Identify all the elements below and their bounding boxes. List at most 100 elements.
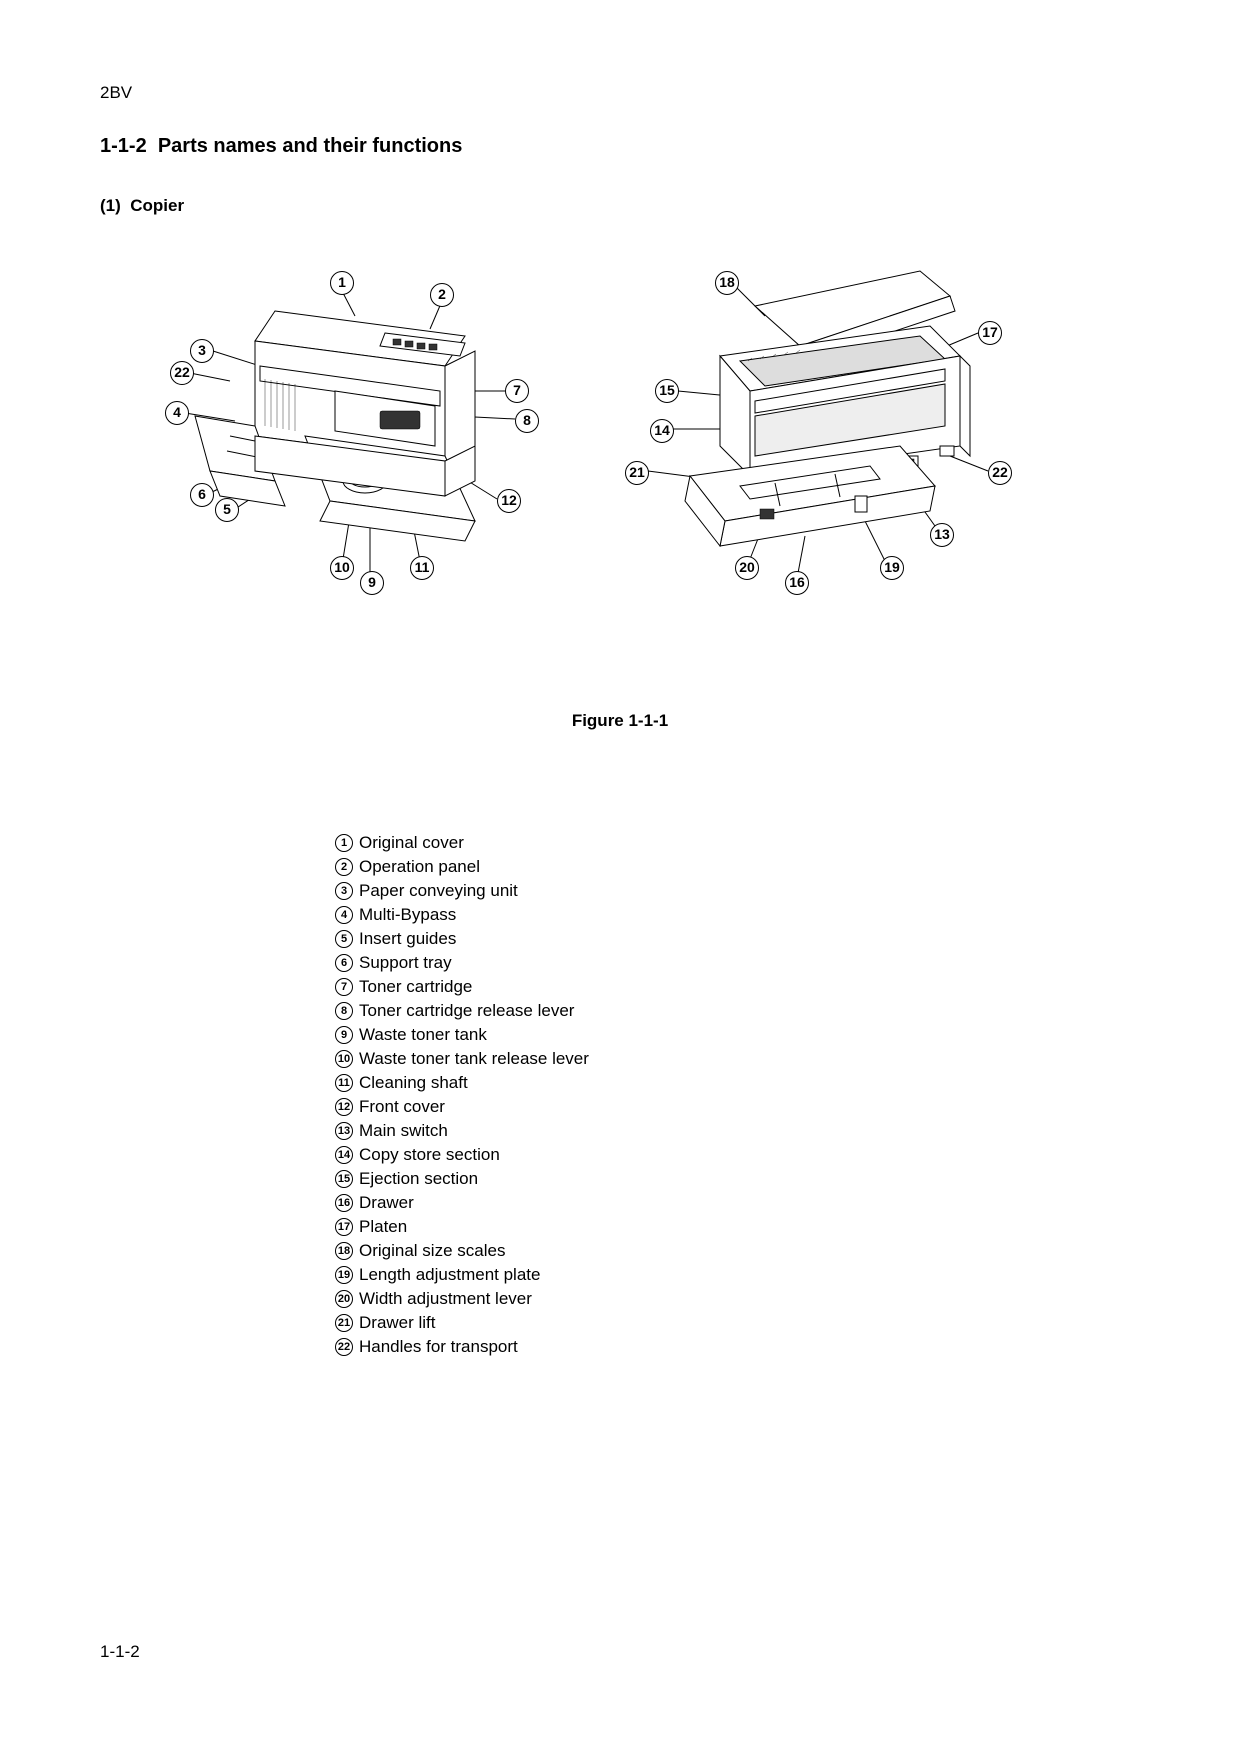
section-title: 1-1-2 Parts names and their functions [100, 135, 1140, 158]
parts-list-number: 8 [335, 1002, 353, 1020]
parts-list-number: 18 [335, 1242, 353, 1260]
parts-list-item: 8 Toner cartridge release lever [335, 999, 1140, 1023]
section-title-text: Parts names and their functions [158, 135, 463, 157]
parts-list-label: Platen [359, 1215, 407, 1239]
callout-8: 8 [515, 409, 539, 433]
parts-list-item: 3 Paper conveying unit [335, 879, 1140, 903]
section-number: 1-1-2 [100, 135, 147, 157]
parts-list-item: 21Drawer lift [335, 1311, 1140, 1335]
parts-list-number: 15 [335, 1170, 353, 1188]
subsection-title-text: Copier [130, 196, 184, 215]
parts-list-item: 1 Original cover [335, 831, 1140, 855]
callout-19: 19 [880, 556, 904, 580]
figure-area: 12322748651210911 [100, 261, 1140, 681]
parts-list-number: 5 [335, 930, 353, 948]
parts-list-number: 19 [335, 1266, 353, 1284]
parts-list-item: 16Drawer [335, 1191, 1140, 1215]
parts-list-item: 11 Cleaning shaft [335, 1071, 1140, 1095]
callout-12: 12 [497, 489, 521, 513]
parts-list: 1 Original cover 2 Operation panel 3 Paper co… [335, 831, 1140, 1359]
callout-6: 6 [190, 483, 214, 507]
callout-18: 18 [715, 271, 739, 295]
parts-list-item: 22 Handles for transport [335, 1335, 1140, 1359]
parts-list-label: Ejection section [359, 1167, 478, 1191]
parts-list-number: 9 [335, 1026, 353, 1044]
parts-list-item: 4 Multi-Bypass [335, 903, 1140, 927]
parts-list-item: 18 Original size scales [335, 1239, 1140, 1263]
callout-7: 7 [505, 379, 529, 403]
parts-list-item: 9 Waste toner tank [335, 1023, 1140, 1047]
parts-list-label: Toner cartridge release lever [359, 999, 574, 1023]
callout-5: 5 [215, 498, 239, 522]
parts-list-label: Drawer [359, 1191, 414, 1215]
parts-list-item: 12 Front cover [335, 1095, 1140, 1119]
subsection-title: (1) Copier [100, 196, 1140, 216]
callout-9: 9 [360, 571, 384, 595]
parts-list-number: 14 [335, 1146, 353, 1164]
parts-list-label: Insert guides [359, 927, 456, 951]
parts-list-item: 15 Ejection section [335, 1167, 1140, 1191]
callout-14: 14 [650, 419, 674, 443]
callout-22: 22 [170, 361, 194, 385]
parts-list-item: 20 Width adjustment lever [335, 1287, 1140, 1311]
diagram-right: 18 17 15 1421 22 13 20 16 19 [600, 261, 1040, 621]
parts-list-number: 13 [335, 1122, 353, 1140]
parts-list-label: Original size scales [359, 1239, 505, 1263]
parts-list-number: 22 [335, 1338, 353, 1356]
parts-list-label: Front cover [359, 1095, 445, 1119]
parts-list-item: 14 Copy store section [335, 1143, 1140, 1167]
header-code: 2BV [100, 83, 1140, 103]
parts-list-label: Copy store section [359, 1143, 500, 1167]
callout-11: 11 [410, 556, 434, 580]
callout-1: 1 [330, 271, 354, 295]
parts-list-label: Support tray [359, 951, 452, 975]
parts-list-label: Handles for transport [359, 1335, 518, 1359]
copier-front-svg [135, 261, 575, 621]
parts-list-label: Waste toner tank [359, 1023, 487, 1047]
parts-list-number: 20 [335, 1290, 353, 1308]
callout-4: 4 [165, 401, 189, 425]
callout-21: 21 [625, 461, 649, 485]
subsection-number: (1) [100, 196, 121, 215]
parts-list-number: 12 [335, 1098, 353, 1116]
parts-list-label: Drawer lift [359, 1311, 436, 1335]
callout-17: 17 [978, 321, 1002, 345]
parts-list-item: 2 Operation panel [335, 855, 1140, 879]
parts-list-number: 17 [335, 1218, 353, 1236]
parts-list-number: 10 [335, 1050, 353, 1068]
parts-list-label: Waste toner tank release lever [359, 1047, 589, 1071]
parts-list-label: Original cover [359, 831, 464, 855]
parts-list-item: 7 Toner cartridge [335, 975, 1140, 999]
callout-15: 15 [655, 379, 679, 403]
parts-list-label: Multi-Bypass [359, 903, 456, 927]
parts-list-item: 6 Support tray [335, 951, 1140, 975]
parts-list-item: 5 Insert guides [335, 927, 1140, 951]
parts-list-label: Toner cartridge [359, 975, 472, 999]
parts-list-label: Length adjustment plate [359, 1263, 540, 1287]
callout-22: 22 [988, 461, 1012, 485]
parts-list-number: 3 [335, 882, 353, 900]
callout-3: 3 [190, 339, 214, 363]
parts-list-number: 7 [335, 978, 353, 996]
callout-10: 10 [330, 556, 354, 580]
parts-list-label: Cleaning shaft [359, 1071, 468, 1095]
parts-list-number: 6 [335, 954, 353, 972]
callout-16: 16 [785, 571, 809, 595]
parts-list-label: Main switch [359, 1119, 448, 1143]
parts-list-number: 11 [335, 1074, 353, 1092]
figure-caption: Figure 1-1-1 [100, 711, 1140, 731]
parts-list-label: Operation panel [359, 855, 480, 879]
diagram-left: 12322748651210911 [135, 261, 575, 621]
parts-list-label: Paper conveying unit [359, 879, 518, 903]
parts-list-number: 1 [335, 834, 353, 852]
callout-13: 13 [930, 523, 954, 547]
parts-list-label: Width adjustment lever [359, 1287, 532, 1311]
parts-list-number: 2 [335, 858, 353, 876]
parts-list-item: 19 Length adjustment plate [335, 1263, 1140, 1287]
page-number: 1-1-2 [100, 1642, 140, 1662]
parts-list-item: 17 Platen [335, 1215, 1140, 1239]
callout-20: 20 [735, 556, 759, 580]
callout-2: 2 [430, 283, 454, 307]
parts-list-number: 4 [335, 906, 353, 924]
parts-list-item: 13 Main switch [335, 1119, 1140, 1143]
